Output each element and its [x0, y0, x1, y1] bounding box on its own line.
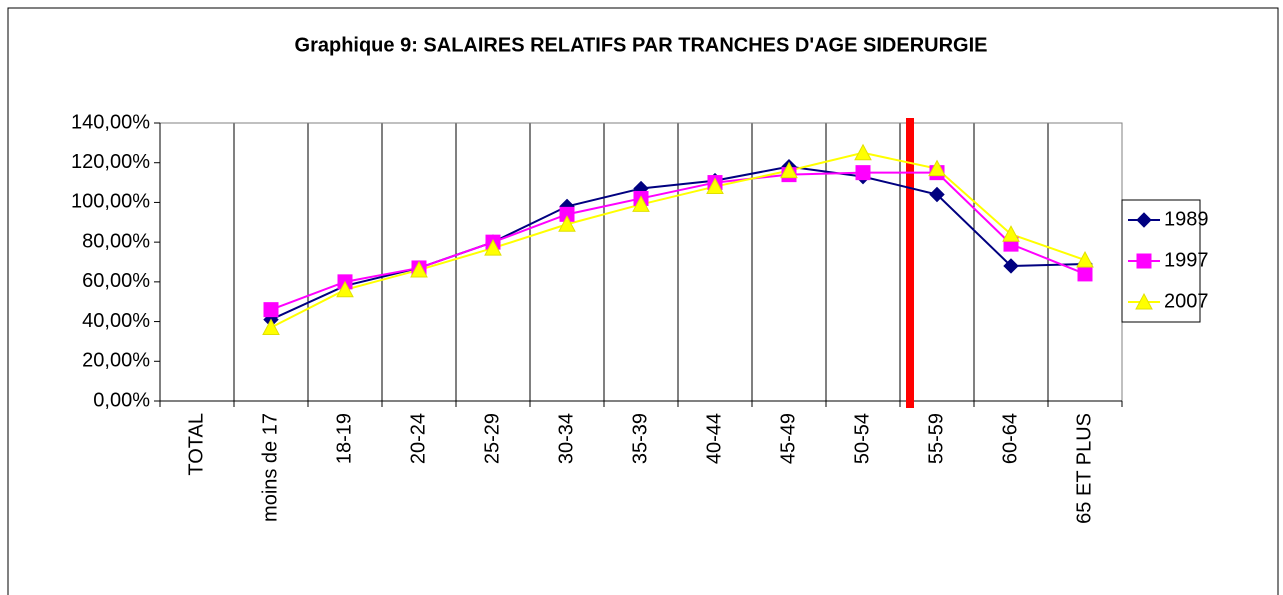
data-point — [929, 186, 945, 203]
y-tick-label: 60,00% — [82, 270, 150, 292]
data-point — [1077, 266, 1093, 282]
y-tick-label: 20,00% — [82, 350, 150, 372]
data-point — [1002, 225, 1020, 242]
data-point — [262, 318, 280, 336]
legend-marker — [1135, 292, 1153, 310]
y-tick-label: 80,00% — [82, 230, 150, 252]
x-tick-label: 18-19 — [333, 413, 355, 464]
series-line — [270, 151, 1086, 329]
y-tick-label: 140,00% — [71, 111, 150, 133]
legend-label: 2007 — [1164, 290, 1209, 312]
legend-label: 1997 — [1164, 249, 1209, 271]
data-point — [928, 159, 946, 177]
x-tick-label: 30-34 — [555, 413, 577, 464]
data-point — [780, 161, 798, 179]
x-tick-label: 35-39 — [629, 413, 651, 464]
x-tick-label: 45-49 — [777, 413, 799, 464]
series-line — [270, 171, 1086, 311]
data-point — [410, 260, 428, 278]
x-tick-label: 40-44 — [703, 413, 725, 464]
legend-marker — [1136, 253, 1152, 269]
x-tick-label: 20-24 — [407, 413, 429, 464]
data-point — [263, 302, 279, 318]
y-tick-label: 0,00% — [93, 389, 150, 411]
data-point — [558, 215, 576, 232]
chart-title: Graphique 9: SALAIRES RELATIFS PAR TRANC… — [295, 34, 988, 56]
data-point — [855, 165, 871, 181]
data-point — [336, 280, 354, 298]
y-tick-label: 40,00% — [82, 310, 150, 332]
x-tick-label: 65 ET PLUS — [1073, 413, 1095, 524]
data-point — [706, 177, 724, 195]
data-point — [854, 143, 872, 161]
data-point — [484, 239, 502, 256]
y-tick-label: 120,00% — [71, 151, 150, 173]
legend-label: 1989 — [1164, 208, 1209, 230]
x-tick-label: moins de 17 — [259, 413, 281, 522]
x-tick-label: 25-29 — [481, 413, 503, 464]
x-tick-label: 60-64 — [999, 413, 1021, 464]
y-tick-label: 100,00% — [71, 191, 150, 213]
data-point — [632, 195, 650, 212]
x-tick-label: TOTAL — [185, 413, 207, 476]
x-tick-label: 50-54 — [851, 413, 873, 464]
data-point — [1003, 258, 1019, 274]
legend-marker — [1136, 212, 1152, 228]
plot-area — [160, 123, 1122, 401]
x-tick-label: 55-59 — [925, 413, 947, 464]
data-point — [1076, 250, 1094, 268]
